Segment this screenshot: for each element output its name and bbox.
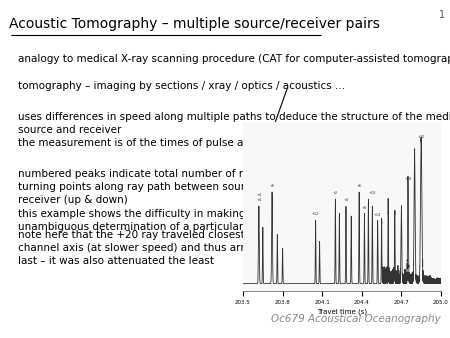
Text: tomography – imaging by sections / xray / optics / acoustics ...: tomography – imaging by sections / xray … [18, 81, 345, 91]
X-axis label: Travel time (s): Travel time (s) [317, 308, 367, 315]
Text: +2: +2 [333, 191, 338, 195]
Text: +8: +8 [362, 207, 367, 210]
Text: +6: +6 [270, 184, 274, 188]
Text: +6: +6 [356, 184, 362, 188]
Text: numbered peaks indicate total number of ray
turning points along ray path betwee: numbered peaks indicate total number of … [18, 169, 280, 232]
Text: +4: +4 [343, 198, 348, 202]
Text: +4
+4: +4 +4 [256, 193, 261, 202]
Text: +12: +12 [374, 213, 381, 217]
Text: 1: 1 [439, 10, 446, 20]
Text: Oc679 Acoustical Oceanography: Oc679 Acoustical Oceanography [271, 314, 441, 324]
Text: analogy to medical X-ray scanning procedure (CAT for computer-assisted tomograph: analogy to medical X-ray scanning proced… [18, 54, 450, 64]
Text: note here that the +20 ray traveled closest to the
channel axis (at slower speed: note here that the +20 ray traveled clos… [18, 230, 279, 266]
Text: +20: +20 [418, 135, 425, 139]
Text: +10: +10 [369, 191, 376, 195]
Text: Acoustic Tomography – multiple source/receiver pairs: Acoustic Tomography – multiple source/re… [9, 17, 380, 31]
Text: uses differences in speed along multiple paths to deduce the structure of the me: uses differences in speed along multiple… [18, 112, 450, 148]
Text: +12: +12 [312, 212, 320, 216]
Text: +18: +18 [404, 177, 412, 181]
